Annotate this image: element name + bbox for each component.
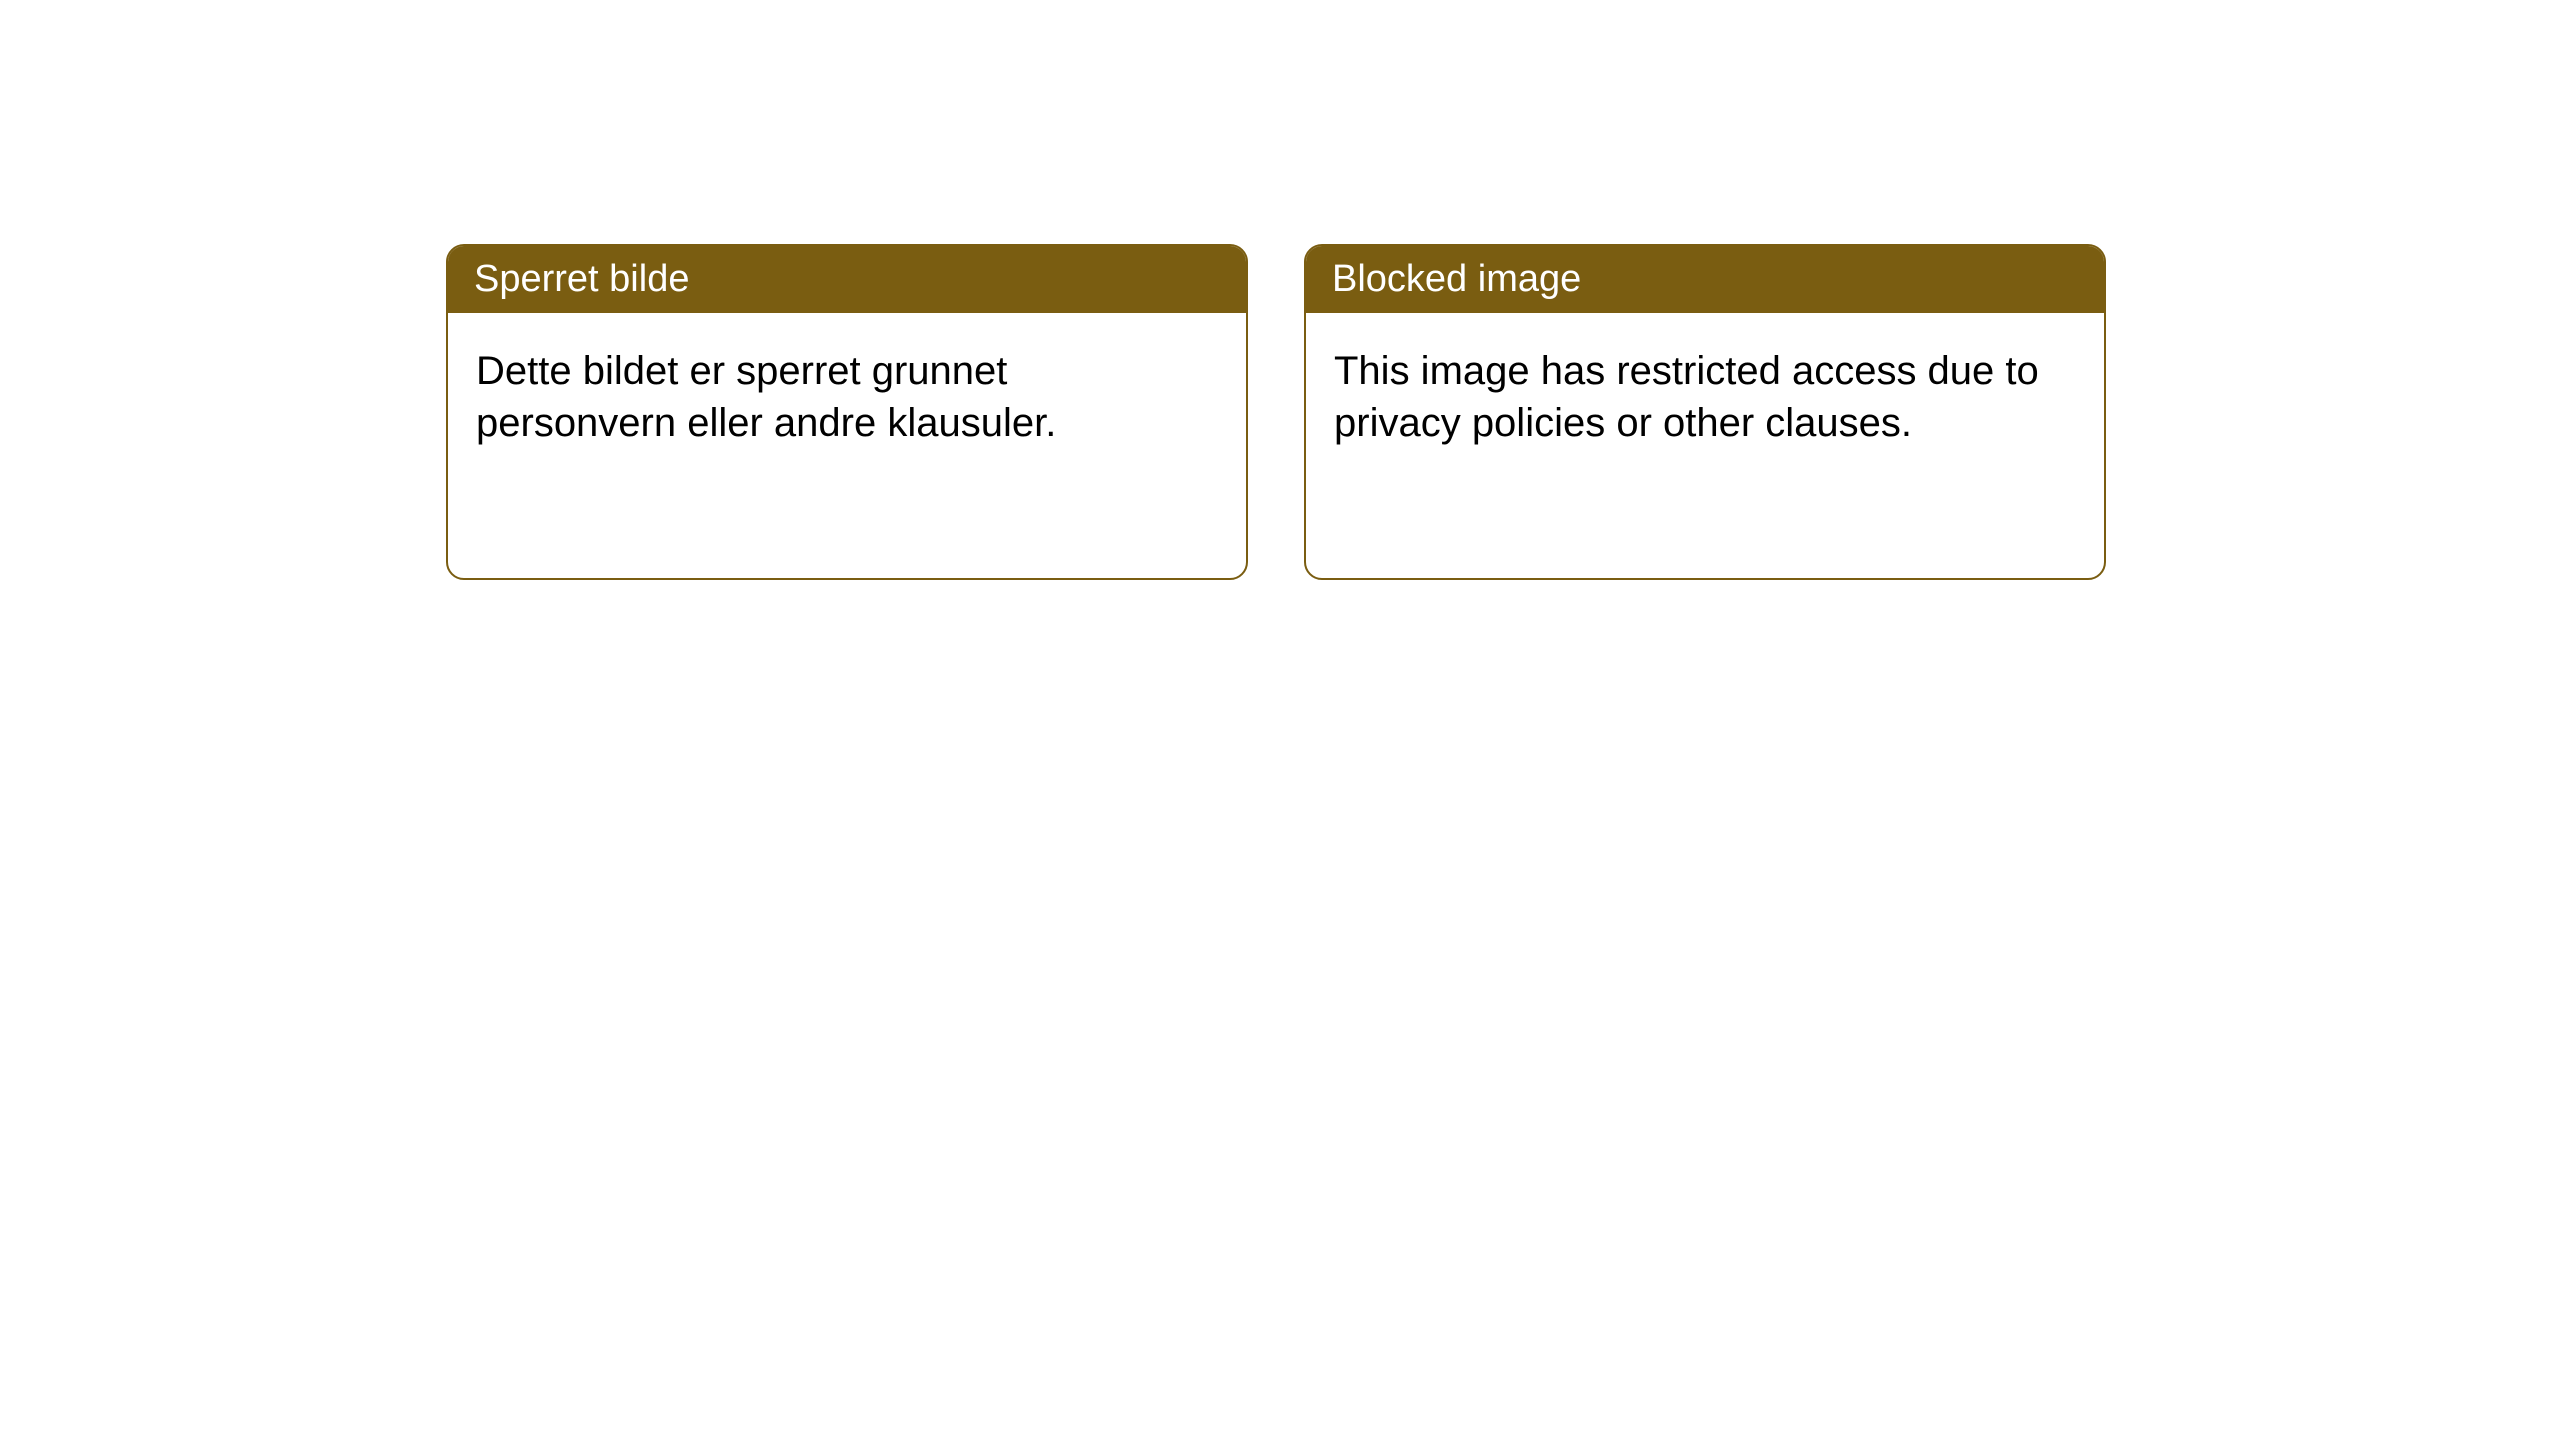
card-title: Sperret bilde — [474, 258, 689, 300]
card-title: Blocked image — [1332, 258, 1581, 300]
blocked-image-card-no: Sperret bilde Dette bildet er sperret gr… — [446, 244, 1248, 580]
card-body: This image has restricted access due to … — [1306, 313, 2104, 481]
card-body: Dette bildet er sperret grunnet personve… — [448, 313, 1246, 481]
blocked-image-card-en: Blocked image This image has restricted … — [1304, 244, 2106, 580]
card-header: Blocked image — [1306, 246, 2104, 313]
card-header: Sperret bilde — [448, 246, 1246, 313]
card-body-text: This image has restricted access due to … — [1334, 349, 2039, 445]
card-body-text: Dette bildet er sperret grunnet personve… — [476, 349, 1056, 445]
cards-container: Sperret bilde Dette bildet er sperret gr… — [446, 244, 2106, 580]
